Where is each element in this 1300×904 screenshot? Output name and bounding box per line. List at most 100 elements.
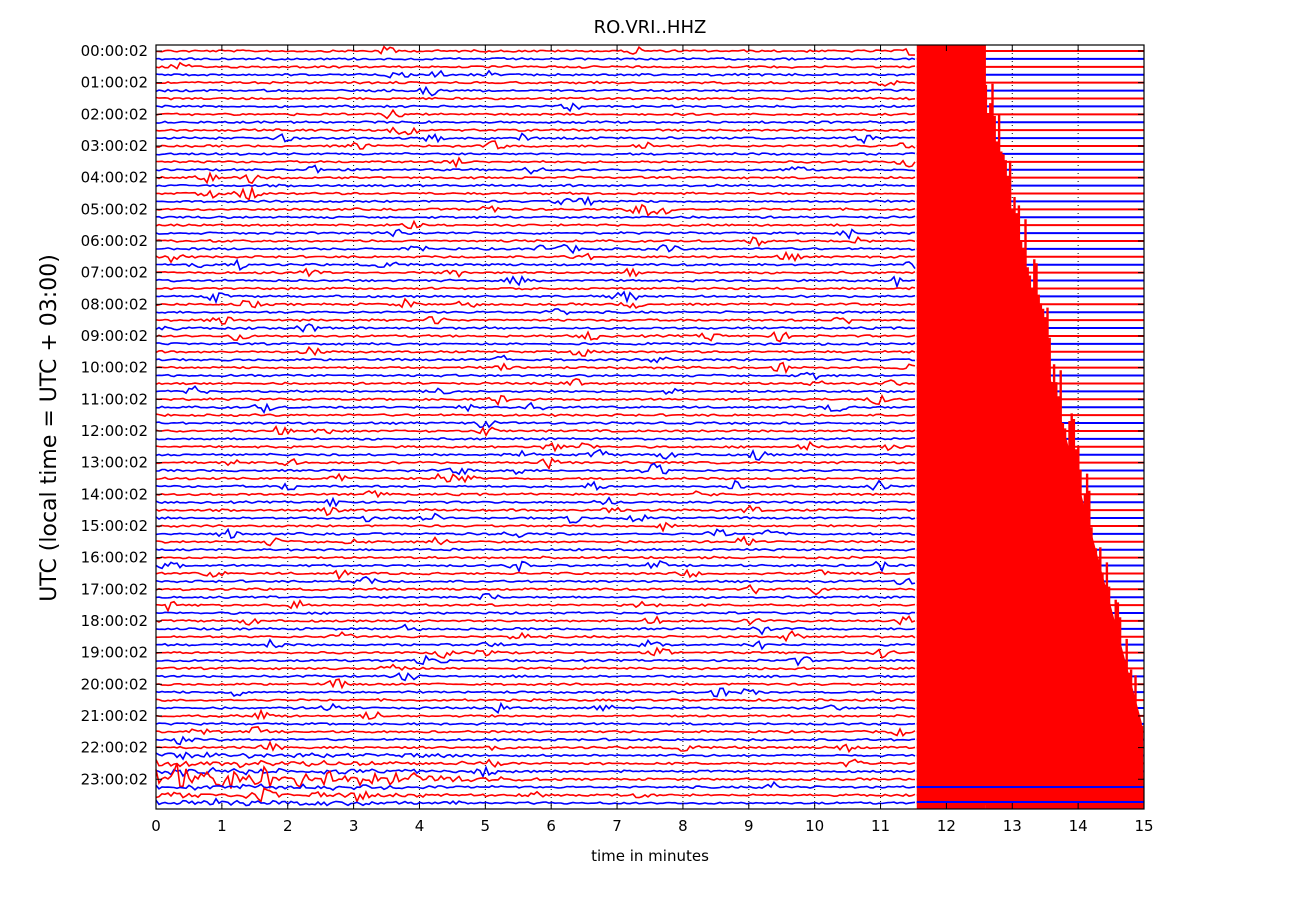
trace-line xyxy=(155,250,916,264)
trace-line xyxy=(156,258,916,271)
trace-line xyxy=(155,297,916,310)
x-tick-label: 1 xyxy=(217,817,227,835)
trace-line xyxy=(155,797,916,807)
trace-line xyxy=(155,102,916,113)
x-tick-label: 5 xyxy=(481,817,491,835)
trace-line xyxy=(155,758,916,769)
y-tick-label: 11:00:02 xyxy=(81,390,148,408)
trace-line xyxy=(155,164,916,175)
trace-line xyxy=(155,56,916,61)
x-tick-label: 2 xyxy=(283,817,293,835)
y-ticks: 00:00:02 01:00:02 02:00:02 03:00:02 04:00:02… xyxy=(81,42,1144,788)
trace-line xyxy=(155,132,916,145)
trace-line xyxy=(155,740,916,754)
x-tick-label: 4 xyxy=(415,817,425,835)
trace-line xyxy=(155,323,916,333)
trace-line xyxy=(155,377,916,387)
trace-line xyxy=(156,243,916,255)
trace-line xyxy=(155,85,916,97)
trace-line xyxy=(155,726,916,737)
trace-line xyxy=(155,623,916,636)
trace-line xyxy=(155,126,916,136)
trace-line xyxy=(155,79,916,87)
trace-line xyxy=(155,151,916,156)
trace-line xyxy=(155,448,916,461)
trace-line xyxy=(155,535,916,547)
trace-line xyxy=(155,672,916,682)
y-tick-label: 15:00:02 xyxy=(81,517,148,535)
y-tick-label: 01:00:02 xyxy=(81,74,148,92)
trace-line xyxy=(155,762,915,790)
trace-line xyxy=(155,156,916,169)
trace-line xyxy=(155,120,916,125)
trace-line xyxy=(155,457,916,471)
trace-line xyxy=(155,171,916,185)
trace-line xyxy=(155,361,916,375)
trace-line xyxy=(155,425,916,438)
y-tick-label: 07:00:02 xyxy=(81,264,148,282)
y-tick-label: 17:00:02 xyxy=(81,580,148,598)
trace-line xyxy=(155,140,916,150)
trace-line xyxy=(155,393,915,407)
trace-line xyxy=(155,697,916,703)
trace-line xyxy=(155,462,916,476)
trace-line xyxy=(156,555,916,560)
trace-line xyxy=(155,701,916,714)
x-tick-label: 14 xyxy=(1069,817,1088,835)
trace-line xyxy=(155,183,916,188)
y-tick-label: 16:00:02 xyxy=(81,549,148,567)
trace-line xyxy=(155,371,916,381)
trace-line xyxy=(155,521,916,533)
trace-line xyxy=(155,663,916,671)
y-tick-label: 06:00:02 xyxy=(81,232,148,250)
trace-line xyxy=(155,479,916,492)
x-tick-label: 7 xyxy=(612,817,622,835)
trace-line xyxy=(155,401,916,415)
trace-line xyxy=(155,708,916,721)
trace-line xyxy=(155,472,916,484)
x-tick-label: 9 xyxy=(744,817,754,835)
y-tick-label: 19:00:02 xyxy=(81,644,148,662)
y-tick-label: 14:00:02 xyxy=(81,485,148,503)
y-axis-label: UTC (local time = UTC + 03:00) xyxy=(37,254,62,602)
y-tick-label: 20:00:02 xyxy=(81,675,148,693)
trace-line xyxy=(155,547,916,552)
trace-line xyxy=(155,420,916,429)
trace-line xyxy=(155,274,915,289)
x-ticks: 0 1 2 3 4 5 6 7 8 9 10 11 12 13 14 15 xyxy=(151,45,1154,835)
y-tick-label: 08:00:02 xyxy=(81,295,148,313)
trace-line xyxy=(155,678,916,690)
trace-line xyxy=(155,385,916,395)
trace-line xyxy=(155,496,916,508)
y-tick-label: 12:00:02 xyxy=(81,422,148,440)
trace-line xyxy=(155,568,916,581)
trace-line xyxy=(155,687,916,698)
trace-line xyxy=(156,185,916,201)
trace-line xyxy=(155,440,916,453)
x-tick-label: 0 xyxy=(151,817,161,835)
trace-line xyxy=(155,504,916,517)
chart-title: RO.VRI..HHZ xyxy=(594,17,707,38)
x-tick-label: 12 xyxy=(937,817,956,835)
trace-line xyxy=(155,108,916,120)
y-tick-label: 18:00:02 xyxy=(81,612,148,630)
x-axis-label: time in minutes xyxy=(591,847,709,865)
trace-line xyxy=(155,751,916,761)
y-tick-label: 10:00:02 xyxy=(81,359,148,377)
trace-line xyxy=(155,527,916,539)
trace-line xyxy=(155,61,916,70)
trace-line xyxy=(155,195,916,207)
trace-line xyxy=(155,576,916,586)
trace-line xyxy=(155,765,916,779)
trace-line xyxy=(155,489,916,499)
plot-frame xyxy=(155,44,1145,810)
trace-line xyxy=(155,219,916,230)
trace-line xyxy=(155,290,916,305)
trace-line xyxy=(155,436,916,441)
trace-line xyxy=(155,228,916,240)
trace-line xyxy=(155,341,916,346)
trace-line xyxy=(155,96,916,101)
y-tick-label: 03:00:02 xyxy=(81,137,148,155)
